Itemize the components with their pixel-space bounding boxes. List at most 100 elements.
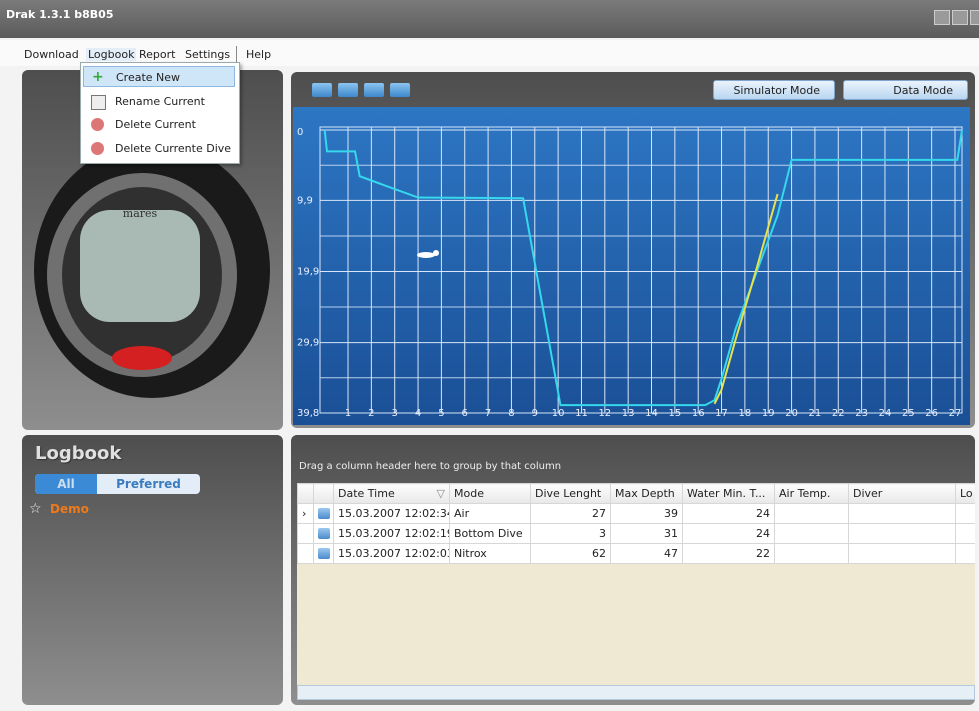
nav-button[interactable] bbox=[390, 83, 410, 97]
data-mode-button[interactable]: Data Mode bbox=[843, 80, 968, 100]
header-row: Date Time ▽ Mode Dive Lenght Max Depth Water … bbox=[297, 483, 975, 504]
window-title: Drak 1.3.1 b8B05 bbox=[6, 8, 114, 21]
nav-button[interactable] bbox=[364, 83, 384, 97]
depth-chart: 09,919,929,939,8 1 2 3 4 5 6 7 8 9 10 11 12 13 14 15 16 1… bbox=[293, 107, 970, 425]
row-indicator: › bbox=[297, 503, 314, 524]
column-header[interactable]: Water Min. T... bbox=[682, 483, 775, 504]
item-label: Delete Current bbox=[115, 118, 196, 131]
x-tick-label: 5 bbox=[438, 408, 444, 419]
delete-icon bbox=[91, 142, 104, 155]
menu-item[interactable]: Logbook bbox=[86, 48, 137, 61]
depth-line bbox=[323, 129, 963, 407]
x-tick-label: 11 bbox=[575, 408, 588, 419]
x-tick-label: 19 bbox=[762, 408, 775, 419]
cell: 15.03.2007 12:02:19 bbox=[333, 523, 450, 544]
table-body: › 15.03.2007 12:02:34 Air 27 39 24 15.03.2007 … bbox=[297, 503, 975, 564]
x-tick-label: 25 bbox=[902, 408, 915, 419]
diver-body bbox=[417, 252, 435, 258]
nav-button[interactable] bbox=[338, 83, 358, 97]
dive-icon bbox=[318, 528, 330, 539]
x-tick-label: 7 bbox=[485, 408, 491, 419]
column-header[interactable]: Air Temp. bbox=[774, 483, 849, 504]
column-header[interactable]: Lo bbox=[955, 483, 975, 504]
column-header[interactable]: Dive Lenght bbox=[530, 483, 611, 504]
group-hint: Drag a column header here to group by th… bbox=[299, 461, 562, 472]
column-header[interactable]: Max Depth bbox=[610, 483, 683, 504]
device-screen bbox=[80, 210, 200, 322]
row-icon bbox=[313, 543, 334, 564]
device-brand: mares bbox=[123, 207, 158, 220]
x-tick-label: 18 bbox=[739, 408, 752, 419]
menu-item[interactable]: Settings bbox=[185, 48, 231, 61]
cell: 24 bbox=[682, 523, 775, 544]
cell: 39 bbox=[610, 503, 683, 524]
device-button bbox=[112, 346, 172, 370]
x-tick-label: 21 bbox=[809, 408, 822, 419]
empty-cell bbox=[774, 523, 849, 544]
simulator-button[interactable]: Simulator Mode bbox=[713, 80, 835, 100]
table-row[interactable]: 15.03.2007 12:02:03 Nitrox 62 47 22 bbox=[297, 543, 975, 564]
title-bar: Drak 1.3.1 b8B05 bbox=[0, 0, 979, 38]
diver-head bbox=[433, 250, 439, 256]
y-tick-label: 9,9 bbox=[297, 195, 313, 206]
header-cell bbox=[297, 483, 314, 504]
horizontal-scrollbar[interactable] bbox=[297, 685, 975, 700]
x-tick-label: 3 bbox=[392, 408, 398, 419]
x-tick-label: 27 bbox=[949, 408, 962, 419]
y-tick-label: 19,9 bbox=[297, 267, 319, 278]
depth-line bbox=[713, 193, 779, 405]
item-label: Create New bbox=[116, 71, 181, 84]
nav-button[interactable] bbox=[312, 83, 332, 97]
empty-cell bbox=[848, 543, 956, 564]
device-panel: mares bbox=[22, 70, 283, 430]
dive-table: Date Time ▽ Mode Dive Lenght Max Depth Water … bbox=[297, 483, 975, 564]
maximize-button[interactable] bbox=[952, 10, 968, 25]
table-row[interactable]: 15.03.2007 12:02:19 Bottom Dive 3 31 24 bbox=[297, 523, 975, 544]
x-tick-label: 24 bbox=[879, 408, 892, 419]
row-indicator bbox=[297, 543, 314, 564]
cell: Nitrox bbox=[449, 543, 531, 564]
dropdown-item[interactable]: Rename Current bbox=[83, 91, 235, 112]
y-tick-label: 29,9 bbox=[297, 338, 319, 349]
item-label: Rename Current bbox=[115, 95, 205, 108]
x-tick-label: 10 bbox=[552, 408, 565, 419]
dropdown-item[interactable]: Delete Current bbox=[83, 114, 235, 135]
cell: 47 bbox=[610, 543, 683, 564]
column-header[interactable]: Date Time ▽ bbox=[333, 483, 450, 504]
x-tick-label: 4 bbox=[415, 408, 421, 419]
dive-icon bbox=[318, 508, 330, 519]
tab[interactable]: All bbox=[35, 474, 97, 494]
empty-cell bbox=[774, 503, 849, 524]
cell: 15.03.2007 12:02:34 bbox=[333, 503, 450, 524]
star-icon: ☆ bbox=[29, 501, 42, 517]
dropdown-item[interactable]: + Create New bbox=[83, 66, 235, 87]
x-tick-label: 2 bbox=[368, 408, 374, 419]
add-icon: + bbox=[92, 69, 104, 85]
minimize-button[interactable] bbox=[934, 10, 950, 25]
column-header[interactable]: Mode bbox=[449, 483, 531, 504]
x-tick-label: 23 bbox=[855, 408, 868, 419]
header-cell bbox=[313, 483, 334, 504]
x-tick-label: 8 bbox=[508, 408, 514, 419]
x-tick-label: 15 bbox=[668, 408, 681, 419]
x-tick-label: 13 bbox=[622, 408, 635, 419]
x-tick-label: 17 bbox=[715, 408, 728, 419]
sort-icon: ▽ bbox=[436, 487, 445, 500]
close-button[interactable] bbox=[970, 10, 979, 25]
logbook-tabs: All Preferred bbox=[35, 474, 200, 494]
menu-item[interactable]: Help bbox=[246, 48, 272, 61]
row-icon bbox=[313, 503, 334, 524]
empty-cell bbox=[955, 543, 975, 564]
tab[interactable]: Preferred bbox=[116, 477, 181, 491]
menu-item[interactable]: Report bbox=[139, 48, 176, 61]
cell: 27 bbox=[530, 503, 611, 524]
cell: 15.03.2007 12:02:03 bbox=[333, 543, 450, 564]
cell: Bottom Dive bbox=[449, 523, 531, 544]
column-header[interactable]: Diver bbox=[848, 483, 956, 504]
table-row[interactable]: › 15.03.2007 12:02:34 Air 27 39 24 bbox=[297, 503, 975, 524]
menu-item[interactable]: Download bbox=[24, 48, 79, 61]
logbook-entry[interactable]: Demo bbox=[50, 502, 89, 516]
cell: 22 bbox=[682, 543, 775, 564]
dropdown-item[interactable]: Delete Currente Dive bbox=[83, 138, 235, 159]
